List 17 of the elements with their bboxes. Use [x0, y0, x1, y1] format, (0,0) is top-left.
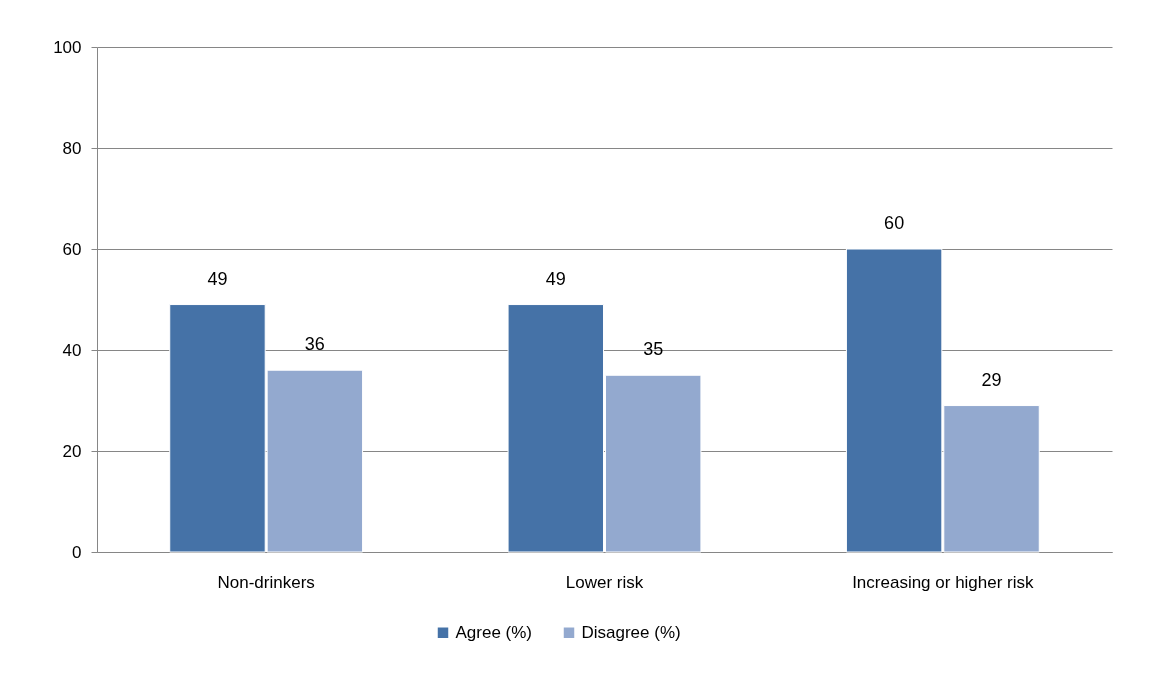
x-tick-label: Lower risk — [565, 572, 644, 592]
y-tick-label: 60 — [62, 239, 82, 259]
y-tick-label: 80 — [62, 138, 82, 158]
y-tick-label: 40 — [62, 340, 82, 360]
data-label: 35 — [643, 339, 664, 360]
data-label: 29 — [981, 369, 1002, 390]
y-tick-label: 20 — [62, 441, 82, 461]
legend-label: Agree (%) — [455, 622, 533, 642]
data-label: 60 — [884, 213, 905, 233]
legend-label: Disagree (%) — [581, 622, 681, 642]
data-label: 36 — [304, 334, 325, 355]
y-tick-label: 100 — [53, 37, 82, 57]
y-tick-label: 0 — [72, 542, 82, 562]
data-label: 49 — [545, 268, 566, 289]
data-label: 49 — [207, 268, 228, 289]
x-tick-label: Non-drinkers — [217, 572, 315, 592]
x-tick-label: Increasing or higher risk — [852, 572, 1035, 592]
